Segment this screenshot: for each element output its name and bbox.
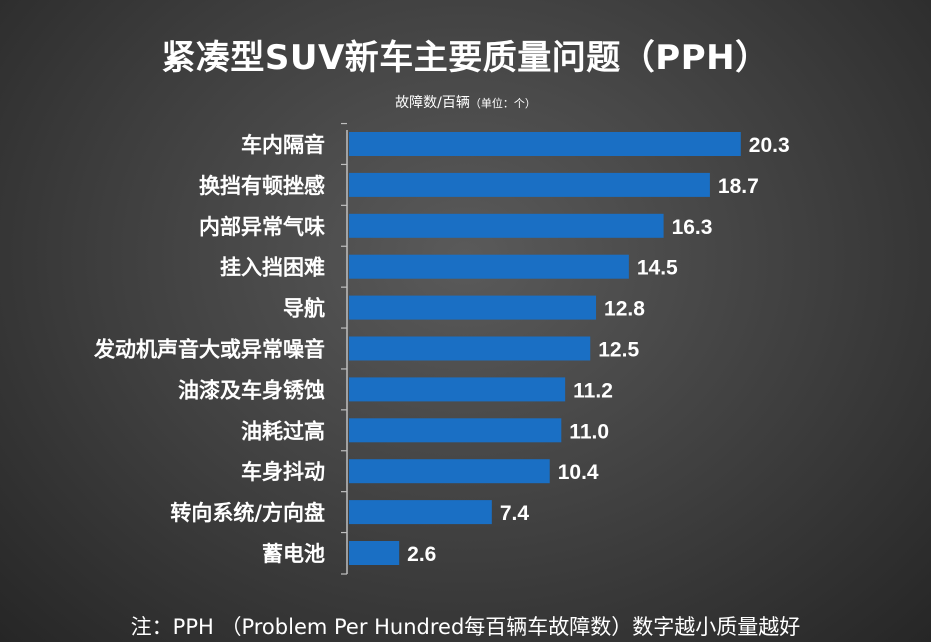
category-label: 导航 (283, 297, 325, 321)
value-label: 2.6 (407, 543, 436, 566)
value-label: 20.3 (749, 134, 790, 157)
category-label: 车内隔音 (241, 133, 325, 157)
category-label: 内部异常气味 (199, 215, 325, 239)
bar (349, 295, 597, 320)
bar (349, 500, 492, 525)
bar (349, 172, 710, 197)
category-label: 油漆及车身锈蚀 (178, 378, 325, 402)
category-label: 油耗过高 (241, 419, 325, 443)
category-label: 换挡有顿挫感 (199, 174, 325, 198)
bar (349, 336, 591, 361)
value-label: 14.5 (637, 257, 678, 280)
bar (349, 254, 629, 279)
category-label: 转向系统/方向盘 (170, 501, 325, 525)
bar (349, 541, 400, 565)
bar (349, 213, 664, 238)
value-label: 16.3 (672, 216, 713, 239)
bar (349, 459, 550, 484)
value-label: 7.4 (500, 502, 530, 525)
bar (349, 377, 566, 402)
footnote: 注：PPH （Problem Per Hundred每百辆车故障数）数字越小质量… (130, 615, 801, 639)
value-label: 12.5 (598, 339, 639, 362)
category-label: 蓄电池 (262, 542, 325, 566)
bar (349, 132, 741, 156)
category-label: 车身抖动 (241, 460, 325, 484)
unit-note: （单位：个） (469, 97, 536, 110)
category-label: 发动机声音大或异常噪音 (93, 338, 325, 362)
value-label: 10.4 (558, 461, 599, 484)
value-label: 11.2 (573, 379, 613, 402)
value-label: 18.7 (718, 175, 759, 198)
chart-title: 紧凑型SUV新车主要质量问题（PPH） (161, 38, 770, 78)
unit-caption: 故障数/百辆（单位：个） (0, 92, 931, 112)
value-label: 12.8 (604, 298, 645, 321)
unit-label: 故障数/百辆 (395, 95, 470, 111)
bar (349, 418, 562, 443)
category-label: 挂入挡困难 (220, 256, 325, 280)
value-label: 11.0 (569, 420, 609, 443)
